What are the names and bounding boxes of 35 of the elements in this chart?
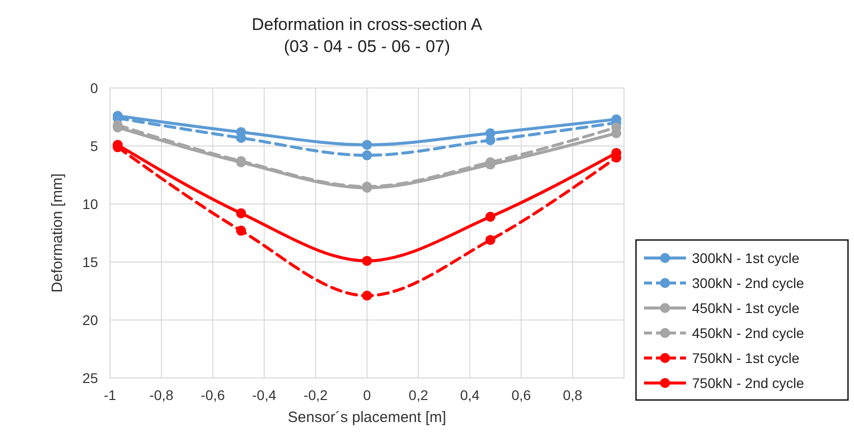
x-tick-label: -1	[104, 387, 116, 403]
chart-subtitle: (03 - 04 - 05 - 06 - 07)	[284, 37, 450, 56]
point	[362, 150, 372, 160]
y-tick-label: 15	[82, 254, 98, 270]
point	[485, 212, 496, 222]
y-tick-label: 10	[82, 196, 98, 212]
x-tick-label: -0,8	[149, 387, 174, 403]
point	[236, 226, 246, 236]
point	[485, 135, 496, 146]
x-tick-label: -0,4	[252, 387, 276, 403]
legend-label: 750kN - 1st cycle	[692, 350, 800, 366]
x-tick-label: 0,6	[511, 387, 532, 403]
y-tick-label: 0	[90, 80, 98, 96]
x-tick-label: -0,2	[304, 387, 328, 403]
legend-label: 450kN - 2nd cycle	[692, 325, 804, 341]
y-tick-label: 5	[90, 138, 98, 154]
chart-title: Deformation in cross-section A	[252, 15, 483, 34]
x-tick-label: 0	[363, 387, 372, 403]
x-tick-label: 0,8	[562, 387, 583, 403]
x-tick-label: 0,2	[408, 387, 428, 403]
point	[362, 140, 372, 150]
point	[362, 256, 372, 266]
legend-label: 300kN - 1st cycle	[692, 250, 800, 266]
x-tick-label: -0,6	[200, 387, 226, 403]
y-tick-label: 20	[82, 312, 98, 328]
x-tick-label: 0,4	[460, 387, 480, 403]
y-tick-label: 25	[82, 370, 98, 386]
legend-label: 450kN - 1st cycle	[692, 300, 800, 316]
y-axis-title: Deformation [mm]	[49, 173, 66, 293]
point	[236, 208, 246, 218]
legend-label: 750kN - 2nd cycle	[692, 375, 804, 391]
point	[485, 234, 496, 245]
legend-label: 300kN - 2nd cycle	[692, 275, 804, 291]
point	[362, 290, 372, 301]
x-axis-title: Sensor´s placement [m]	[288, 409, 446, 426]
